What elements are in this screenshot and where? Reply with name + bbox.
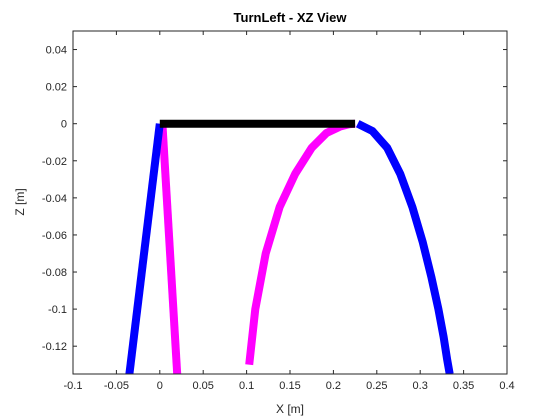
chart-title: TurnLeft - XZ View bbox=[234, 10, 348, 25]
y-tick-label: 0.02 bbox=[46, 82, 67, 94]
y-tick-label: -0.08 bbox=[42, 267, 67, 279]
x-tick-label: 0.3 bbox=[413, 380, 428, 392]
y-tick-label: 0 bbox=[61, 119, 67, 131]
tick-layer: -0.1 -0.05 0 0.05 0.1 0.15 0.2 0.25 0.3 0.35 0.4 0.… bbox=[42, 31, 515, 392]
series-line-1 bbox=[158, 123, 182, 374]
y-tick-label: -0.1 bbox=[48, 304, 67, 316]
x-tick-label: -0.05 bbox=[104, 380, 129, 392]
x-tick-label: 0.4 bbox=[499, 380, 514, 392]
y-tick-label: -0.12 bbox=[42, 341, 67, 353]
x-tick-label: 0 bbox=[157, 380, 163, 392]
x-tick-label: 0.25 bbox=[366, 380, 387, 392]
x-tick-label: 0.35 bbox=[453, 380, 474, 392]
y-tick-label: 0.04 bbox=[46, 45, 67, 57]
series-layer bbox=[125, 119, 454, 374]
x-axis-label: X [m] bbox=[276, 402, 304, 416]
y-tick-label: -0.02 bbox=[42, 156, 67, 168]
series-line-4 bbox=[355, 120, 454, 374]
y-tick-label: -0.04 bbox=[42, 193, 67, 205]
x-tick-label: 0.15 bbox=[279, 380, 300, 392]
y-axis-label: Z [m] bbox=[13, 188, 27, 215]
y-tick-label: -0.06 bbox=[42, 230, 67, 242]
x-tick-label: -0.1 bbox=[64, 380, 83, 392]
x-tick-label: 0.1 bbox=[239, 380, 254, 392]
series-line-2 bbox=[125, 123, 164, 374]
x-tick-label: 0.2 bbox=[326, 380, 341, 392]
plot-area bbox=[73, 31, 507, 374]
x-tick-label: 0.05 bbox=[192, 380, 213, 392]
